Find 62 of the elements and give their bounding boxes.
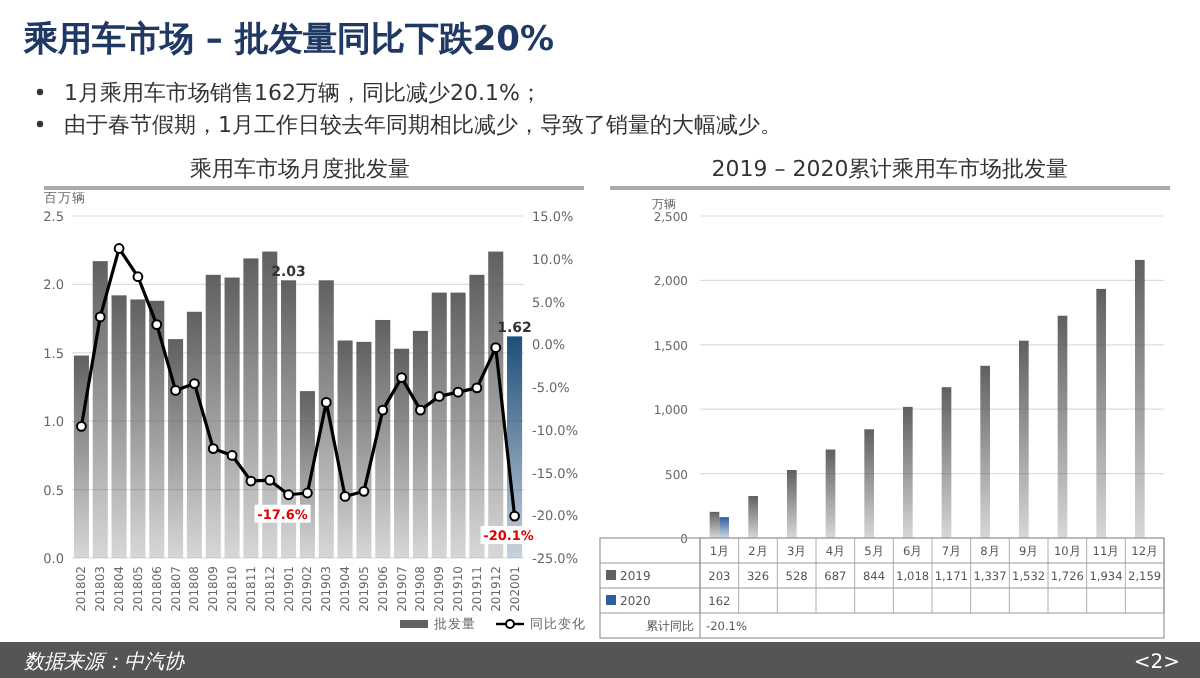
point <box>433 391 445 402</box>
point <box>264 474 276 486</box>
point <box>170 385 181 396</box>
bar <box>149 300 165 558</box>
bar <box>224 277 240 558</box>
point <box>509 510 520 522</box>
point <box>415 404 426 416</box>
point <box>151 319 163 330</box>
point <box>320 396 332 408</box>
bar <box>748 496 758 538</box>
bar <box>431 292 447 558</box>
bar <box>111 295 127 558</box>
point <box>302 487 313 499</box>
bar <box>941 387 952 538</box>
point <box>490 342 502 354</box>
point <box>396 372 407 383</box>
bar <box>375 319 391 558</box>
point <box>226 450 238 461</box>
point <box>132 271 144 283</box>
chart-title: 乘用车市场月度批发量 <box>190 156 410 182</box>
bar <box>825 449 836 538</box>
point <box>113 243 125 254</box>
text: <2> <box>1133 652 1180 674</box>
point <box>377 404 389 416</box>
bar <box>130 299 146 558</box>
point <box>245 475 257 487</box>
point <box>76 420 87 432</box>
bar <box>1019 340 1029 538</box>
bar <box>205 274 221 558</box>
bar <box>356 341 372 558</box>
point <box>471 382 483 394</box>
point <box>94 311 106 323</box>
point <box>339 491 351 502</box>
bar <box>787 469 797 538</box>
bar <box>980 365 990 538</box>
bar <box>1057 315 1068 538</box>
bar <box>469 274 485 558</box>
point <box>283 489 294 501</box>
bar <box>719 517 729 538</box>
point <box>189 378 200 389</box>
point <box>452 386 464 398</box>
point <box>207 443 219 454</box>
bar <box>243 258 259 558</box>
bar <box>168 339 184 558</box>
text: 乘用车市场 – 批发量同比下跌20% <box>22 20 555 60</box>
bar <box>337 340 353 558</box>
bar <box>186 311 202 558</box>
text: 1月乘用车市场销售162万辆，同比减少20.1%； <box>64 80 542 106</box>
bar <box>318 280 334 558</box>
bar <box>864 429 874 538</box>
bar <box>1135 259 1145 538</box>
bar <box>412 330 428 558</box>
chart-title: 2019 – 2020累计乘用车市场批发量 <box>711 156 1069 182</box>
text: 由于春节假期，1月工作日较去年同期相比减少，导致了销量的大幅减少。 <box>64 112 782 138</box>
bar <box>450 292 466 558</box>
bar <box>73 355 89 558</box>
source-note: 数据来源：中汽协 <box>24 650 186 674</box>
bar <box>903 406 913 538</box>
bar <box>92 261 108 558</box>
point <box>358 485 370 497</box>
bar <box>394 348 410 558</box>
bar <box>1096 288 1106 538</box>
